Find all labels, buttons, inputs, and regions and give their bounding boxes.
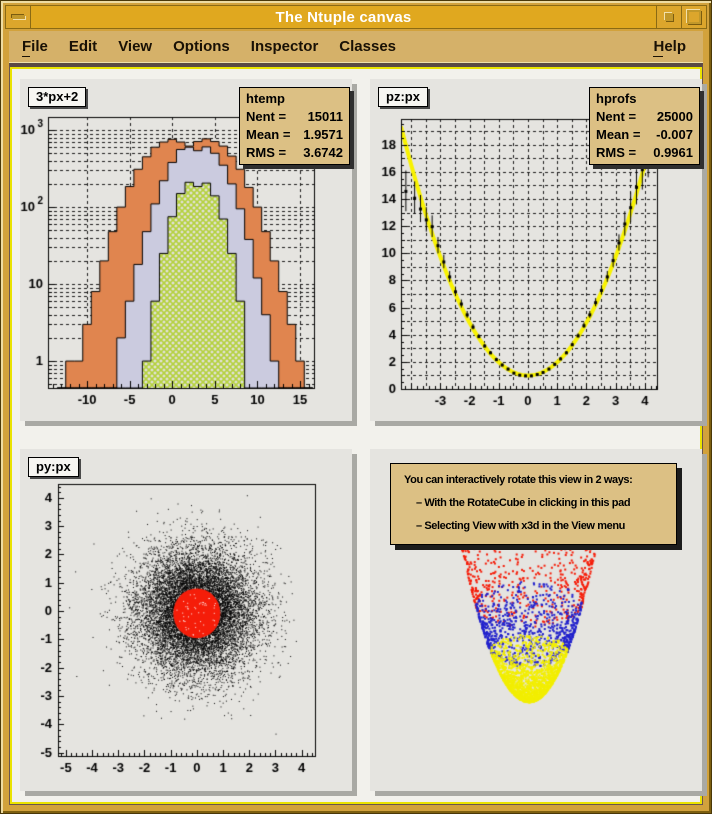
stats-mean-row: Mean = -0.007 (596, 127, 693, 142)
pad-histogram[interactable]: 3*px+2 htemp Nent = 15011 Mean = 1.9571 … (20, 79, 352, 421)
rotate-note-line-1: – With the RotateCube in clicking in thi… (416, 497, 631, 509)
pad3-plot-canvas[interactable] (20, 449, 352, 791)
pad3-title-box[interactable]: py:px (28, 457, 79, 477)
menu-view[interactable]: View (118, 38, 153, 55)
minimize-button[interactable] (6, 6, 31, 28)
menu-classes[interactable]: Classes (339, 38, 397, 55)
rotate-note-title: You can interactively rotate this view i… (404, 474, 633, 486)
pad1-title-box[interactable]: 3*px+2 (28, 87, 87, 107)
pad-scatter3d[interactable]: You can interactively rotate this view i… (370, 449, 702, 791)
stats-mean-row: Mean = 1.9571 (246, 127, 343, 142)
pad-scatter[interactable]: py:px (20, 449, 352, 791)
stats-histname: htemp (246, 91, 285, 106)
rotate-note-box[interactable]: You can interactively rotate this view i… (390, 463, 677, 545)
window-titlebar[interactable]: The Ntuple canvas (5, 5, 707, 29)
pad2-stats-box[interactable]: hprofs Nent = 25000 Mean = -0.007 RMS = … (589, 87, 700, 165)
pad2-title-box[interactable]: pz:px (378, 87, 428, 107)
menu-edit[interactable]: Edit (68, 38, 98, 55)
restore-button[interactable] (656, 6, 681, 28)
canvas-window-border: 3*px+2 htemp Nent = 15011 Mean = 1.9571 … (9, 63, 703, 805)
menubar: File Edit View Options Inspector Classes… (9, 31, 703, 63)
restore-icon (665, 13, 673, 21)
menu-help[interactable]: Help (653, 38, 686, 57)
minimize-icon (11, 15, 25, 19)
stats-entries-row: Nent = 15011 (246, 109, 343, 124)
canvas-area[interactable]: 3*px+2 htemp Nent = 15011 Mean = 1.9571 … (10, 67, 702, 804)
pad1-stats-box[interactable]: htemp Nent = 15011 Mean = 1.9571 RMS = 3… (239, 87, 350, 165)
menu-options[interactable]: Options (173, 38, 230, 55)
stats-rms-row: RMS = 0.9961 (596, 145, 693, 160)
pad-profile[interactable]: pz:px hprofs Nent = 25000 Mean = -0.007 … (370, 79, 702, 421)
maximize-icon (687, 10, 701, 24)
menu-file[interactable]: File (21, 38, 48, 57)
stats-rms-row: RMS = 3.6742 (246, 145, 343, 160)
stats-histname: hprofs (596, 91, 637, 106)
stats-entries-row: Nent = 25000 (596, 109, 693, 124)
menu-inspector[interactable]: Inspector (250, 38, 319, 55)
rotate-note-line-2: – Selecting View with x3d in the View me… (416, 520, 625, 532)
window-title: The Ntuple canvas (275, 8, 412, 26)
maximize-button[interactable] (681, 6, 706, 28)
